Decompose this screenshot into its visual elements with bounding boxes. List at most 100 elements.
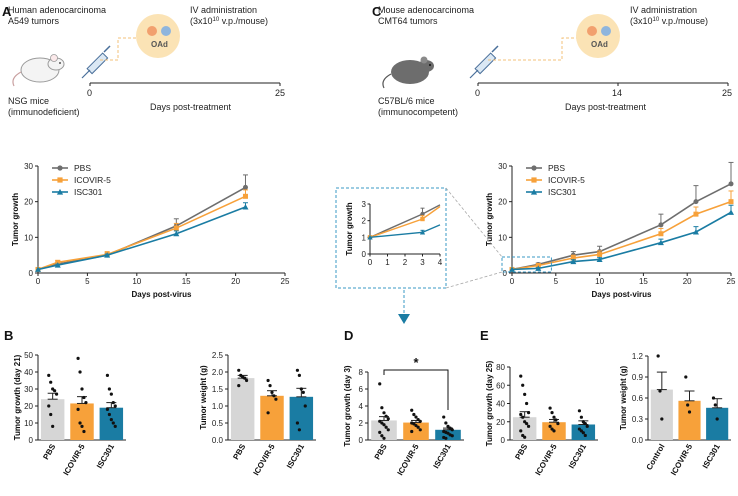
tumor-caption-line1: Mouse adenocarcinoma — [378, 5, 474, 15]
data-point — [266, 411, 270, 415]
x-tick-label: 10 — [595, 277, 604, 286]
category-label: ICOVIR-5 — [396, 442, 421, 477]
y-tick-label: 0.6 — [632, 394, 644, 403]
data-point — [509, 266, 515, 272]
data-point — [658, 222, 664, 228]
y-axis-title: Tumor growth (day 25) — [485, 360, 494, 446]
y-tick-label: 8 — [359, 368, 364, 377]
data-point — [519, 374, 523, 378]
y-axis-title: Tumor weight (g) — [199, 365, 208, 430]
data-point — [82, 429, 86, 434]
x-tick-label: 0 — [368, 258, 373, 267]
syringe-icon — [81, 45, 111, 79]
legend-label: PBS — [548, 163, 565, 173]
data-point — [384, 425, 388, 429]
y-tick-label: 0 — [501, 436, 506, 445]
data-point — [51, 424, 55, 428]
x-axis-title: Days post-virus — [591, 290, 652, 299]
data-point — [525, 421, 529, 426]
legend-marker — [530, 188, 538, 195]
data-point — [295, 368, 300, 372]
data-point — [450, 428, 454, 432]
white-mouse-icon — [12, 54, 65, 87]
data-point — [49, 380, 53, 384]
y-tick-label: 2.5 — [212, 351, 224, 360]
x-tick-label: 20 — [683, 277, 692, 286]
category-label: PBS — [513, 442, 529, 461]
y-tick-label: 1.2 — [632, 352, 644, 361]
y-tick-label: 10 — [24, 419, 33, 428]
data-point — [173, 225, 179, 231]
data-point — [577, 409, 582, 413]
category-label: PBS — [231, 442, 247, 461]
timeline-start: 0 — [475, 88, 480, 98]
data-point — [450, 434, 454, 438]
data-point — [410, 429, 414, 434]
x-axis-title: Days post-virus — [131, 290, 192, 299]
y-tick-label: 0.5 — [212, 419, 224, 428]
mice-caption-line1: NSG mice — [8, 96, 49, 106]
data-point — [76, 407, 80, 411]
panel-label-d: D — [344, 328, 353, 343]
y-tick-label: 2.0 — [212, 368, 224, 377]
data-point — [109, 418, 113, 422]
y-tick-label: 0.0 — [632, 436, 644, 445]
data-point — [109, 392, 113, 396]
data-point — [297, 373, 301, 377]
bar-chart-e2: 0.0 0.3 0.6 0.9 1.2 Tumor weight (g) Control IC… — [619, 352, 731, 477]
y-tick-label: 30 — [24, 162, 33, 171]
iv-dose-exp: 10 — [213, 17, 220, 23]
data-point — [242, 184, 248, 190]
data-point — [521, 415, 525, 419]
y-tick-label: 20 — [498, 198, 507, 207]
y-tick-label: 20 — [24, 402, 33, 411]
data-point — [266, 378, 270, 383]
data-point — [386, 417, 390, 421]
data-point — [526, 411, 531, 415]
data-point — [581, 431, 585, 435]
data-point — [49, 412, 53, 417]
guide-dashed-line — [488, 37, 580, 61]
y-tick-label: 30 — [24, 385, 33, 394]
data-point — [173, 230, 180, 237]
line-chart-c: 0 5 10 15 20 25 0 10 20 30 Days post-virus Tumor gr… — [485, 161, 736, 299]
data-point — [446, 431, 450, 435]
bar-icovir-5 — [260, 395, 284, 440]
y-tick-label: 40 — [24, 368, 33, 377]
inset-series-line — [369, 224, 441, 239]
bar-isc301 — [435, 429, 461, 440]
data-point — [419, 229, 426, 235]
data-point — [684, 375, 688, 379]
data-point — [412, 412, 416, 417]
data-point — [687, 410, 692, 414]
data-point — [535, 265, 542, 271]
data-point — [111, 401, 115, 405]
data-point — [548, 424, 552, 428]
y-tick-label: 0 — [362, 250, 367, 259]
data-point — [303, 404, 307, 408]
data-point — [444, 421, 448, 425]
y-tick-label: 10 — [498, 233, 507, 242]
data-point — [414, 423, 418, 428]
x-tick-label: 15 — [639, 277, 648, 286]
zoom-connector — [445, 271, 503, 289]
y-tick-label: 0 — [29, 269, 34, 278]
x-tick-label: 20 — [231, 277, 240, 286]
data-point — [583, 433, 587, 438]
y-tick-label: 10 — [24, 233, 33, 242]
data-point — [519, 412, 523, 417]
grey-mouse-icon — [382, 56, 434, 89]
data-point — [728, 209, 734, 215]
data-point — [242, 204, 249, 210]
data-point — [552, 429, 556, 433]
data-point — [550, 411, 554, 415]
legend-label: ICOVIR-5 — [74, 175, 111, 185]
data-point — [597, 251, 603, 257]
data-point — [552, 415, 556, 419]
data-point — [386, 428, 390, 432]
bar-chart-b2: 0.0 0.5 1.0 1.5 2.0 2.5 Tumor weight (g) PBS ICO… — [199, 351, 316, 477]
data-point — [412, 422, 416, 426]
legend-marker — [531, 177, 537, 183]
